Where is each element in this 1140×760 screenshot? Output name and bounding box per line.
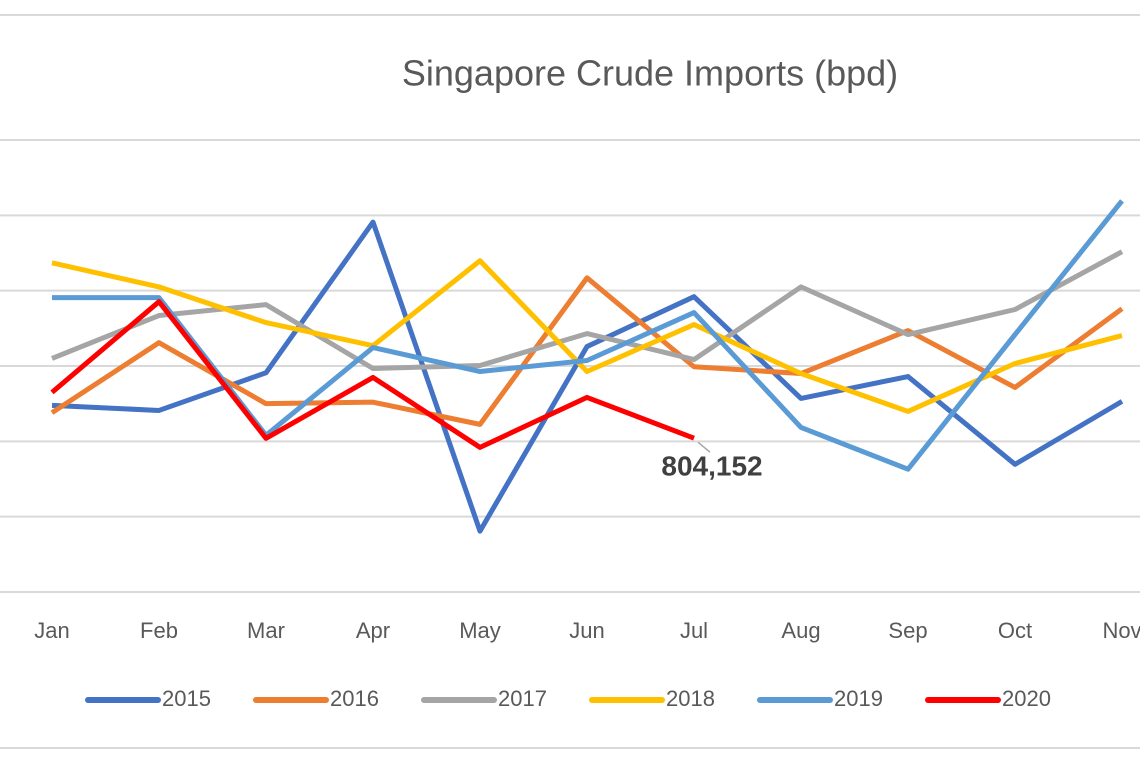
x-tick-label: Mar: [247, 618, 285, 643]
legend-label: 2020: [1002, 686, 1051, 711]
legend-label: 2016: [330, 686, 379, 711]
x-tick-label: Nov: [1102, 618, 1140, 643]
x-tick-label: Apr: [356, 618, 390, 643]
x-tick-label: Aug: [781, 618, 820, 643]
legend-label: 2019: [834, 686, 883, 711]
x-tick-label: Jul: [680, 618, 708, 643]
x-tick-label: Feb: [140, 618, 178, 643]
chart-title: Singapore Crude Imports (bpd): [402, 53, 898, 94]
series-line: [51, 258, 1123, 414]
x-tick-label: Oct: [998, 618, 1032, 643]
legend-label: 2018: [666, 686, 715, 711]
series-line: [50, 299, 695, 450]
legend-label: 2017: [498, 686, 547, 711]
x-tick-label: Jun: [569, 618, 604, 643]
x-tick-label: May: [459, 618, 501, 643]
series-line: [50, 275, 1124, 427]
x-tick-label: Sep: [888, 618, 927, 643]
legend-label: 2015: [162, 686, 211, 711]
label-leader: [697, 441, 711, 453]
x-tick-label: Jan: [34, 618, 69, 643]
series-line: [51, 219, 1124, 534]
data-label: 804,152: [661, 451, 762, 482]
